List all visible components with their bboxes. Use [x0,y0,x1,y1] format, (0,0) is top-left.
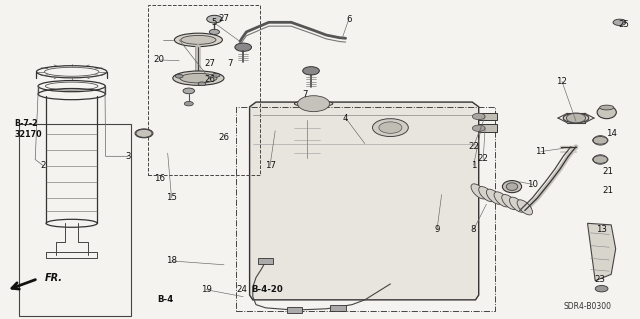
Polygon shape [588,223,616,281]
Circle shape [198,82,206,86]
Text: 8: 8 [471,225,476,234]
Bar [287,307,302,313]
Circle shape [183,88,195,94]
Ellipse shape [597,106,616,119]
Text: 14: 14 [606,129,618,138]
Text: 25: 25 [618,20,630,29]
Text: B-4-20: B-4-20 [252,285,284,294]
Text: 4: 4 [343,114,348,122]
Text: 1: 1 [471,161,476,170]
Circle shape [472,113,485,120]
Ellipse shape [479,187,494,202]
Text: 19: 19 [201,285,211,294]
Text: 26: 26 [218,133,230,142]
Text: 10: 10 [527,180,538,189]
Text: 27: 27 [204,59,216,68]
Text: 20: 20 [153,56,164,64]
Text: 5: 5 [212,19,217,27]
Text: 16: 16 [154,174,166,182]
Bar [258,258,273,264]
Text: 2: 2 [41,161,46,170]
Circle shape [135,129,153,138]
Ellipse shape [494,192,509,207]
Text: 22: 22 [468,142,479,151]
Ellipse shape [294,100,333,107]
Text: 13: 13 [596,225,607,234]
Circle shape [235,43,252,51]
Circle shape [298,96,330,112]
Ellipse shape [502,195,517,210]
Text: 24: 24 [236,285,248,294]
Text: 7: 7 [302,90,307,99]
Ellipse shape [181,35,216,44]
Text: 9: 9 [435,225,440,234]
Text: 12: 12 [556,77,568,86]
Bar [330,305,346,311]
Ellipse shape [563,113,589,123]
Text: 26: 26 [204,75,216,84]
Ellipse shape [486,189,502,204]
Text: 21: 21 [602,167,614,176]
Text: 22: 22 [477,154,489,163]
Circle shape [372,119,408,137]
Polygon shape [250,102,479,300]
Circle shape [566,113,586,123]
Text: 15: 15 [166,193,177,202]
Bar [19,124,131,316]
Bar [479,113,497,120]
Bar [148,5,260,175]
Circle shape [379,122,402,133]
Bar [479,124,497,132]
Circle shape [207,15,222,23]
Circle shape [593,137,608,144]
Text: B-7-2
32170: B-7-2 32170 [14,120,42,139]
Text: SDR4-B0300: SDR4-B0300 [563,302,611,311]
Circle shape [184,101,193,106]
Text: 21: 21 [602,186,614,195]
Circle shape [212,73,220,77]
Text: 6: 6 [346,15,351,24]
Ellipse shape [509,197,525,212]
Ellipse shape [173,71,224,85]
Ellipse shape [517,200,532,215]
Ellipse shape [502,181,522,193]
Circle shape [593,156,608,163]
Bar [236,107,495,311]
Text: 11: 11 [535,147,547,156]
Text: B-4: B-4 [157,295,173,304]
Text: 3: 3 [125,152,131,161]
Circle shape [472,125,485,131]
Ellipse shape [600,105,614,110]
Ellipse shape [471,184,486,199]
Circle shape [303,67,319,75]
Text: 18: 18 [166,256,177,265]
Ellipse shape [180,73,217,83]
Text: 23: 23 [595,275,606,284]
Text: 17: 17 [264,161,276,170]
Circle shape [595,286,608,292]
Circle shape [175,74,183,78]
Text: 27: 27 [218,14,230,23]
Circle shape [613,19,626,26]
Text: FR.: FR. [45,272,63,283]
Circle shape [209,29,220,34]
Ellipse shape [506,183,518,190]
Ellipse shape [174,33,223,47]
Text: 7: 7 [228,59,233,68]
